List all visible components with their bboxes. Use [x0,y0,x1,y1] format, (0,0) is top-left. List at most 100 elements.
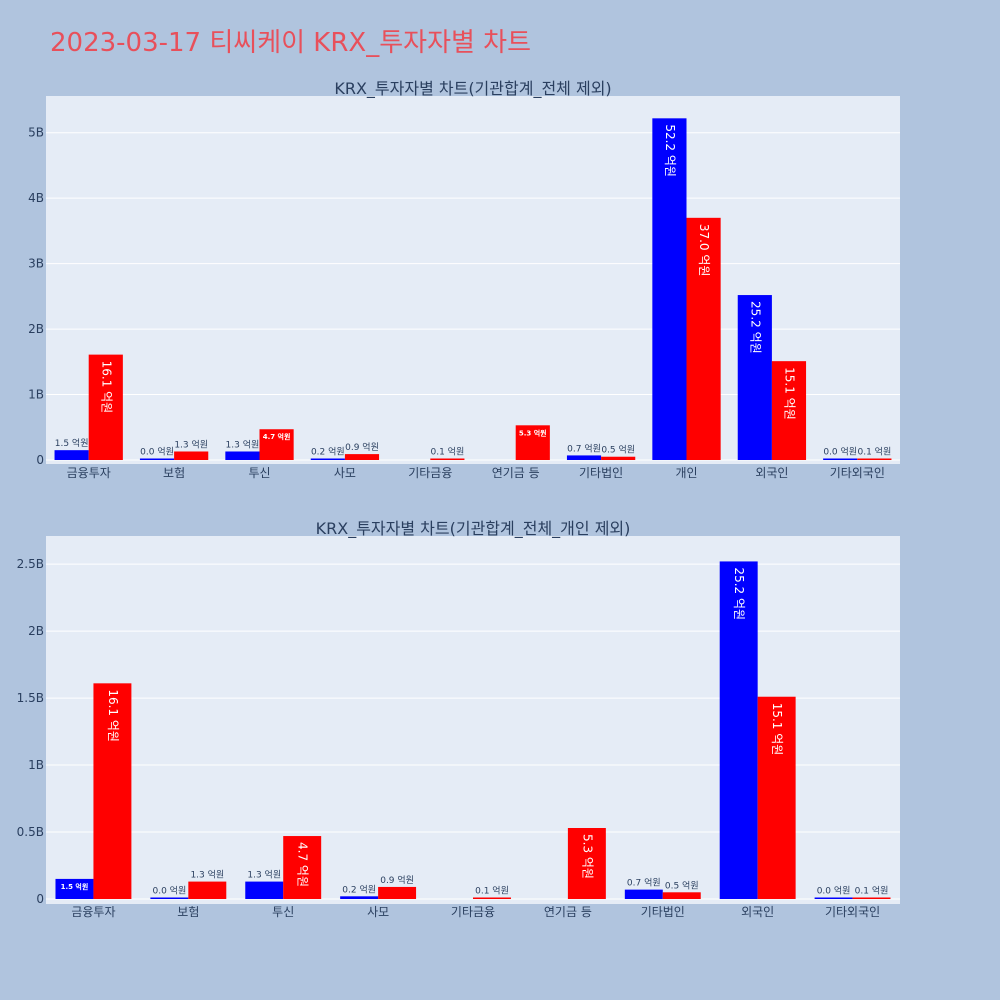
x-tick-label: 기타외국인 [830,466,885,480]
y-tick-label: 1.5B [17,691,44,705]
bar [757,696,796,899]
chart-2: 0 0.5B 1B 1.5B 2B 2.5B KRX_투자자별 차트(기관합계_전체_개인 … [17,519,900,919]
data-label: 0.5 억원 [601,444,635,456]
x-tick-label: 기타금융 [451,905,495,919]
bar [88,354,123,460]
bar [814,897,853,899]
x-tick-label: 사모 [367,905,389,919]
bar [686,217,721,460]
data-label: 0.9 억원 [380,874,414,886]
bar [310,458,345,460]
bar [245,881,284,899]
bar [823,458,858,460]
y-tick-label: 1B [28,758,44,772]
bar [852,897,891,899]
data-label: 0.7 억원 [627,877,661,889]
data-label: 0.5 억원 [665,879,699,891]
bar [93,683,132,899]
x-tick-label: 보험 [163,466,185,480]
bar [259,429,294,460]
chart-1: 0 1B 2B 3B 4B 5B KRX_투자자별 차트(기관합계_전체 제외) 1.5 억원… [28,79,900,480]
y-tick-label: 3B [28,257,44,271]
data-label: 0.1 억원 [858,446,892,458]
data-label: 0.0 억원 [817,885,851,897]
data-label: 0.1 억원 [855,885,889,897]
x-tick-label: 개인 [675,466,697,480]
data-label: 1.3 억원 [174,438,208,450]
bar [624,889,663,899]
bar [188,881,227,899]
bar [139,458,175,460]
bar [719,561,758,899]
bar [430,458,465,460]
data-label: 4.7 억원 [296,842,310,887]
x-tick-label: 기타법인 [579,466,623,480]
x-tick-label: 투신 [248,466,270,480]
data-label: 0.2 억원 [311,446,345,458]
x-tick-label: 연기금 등 [492,466,540,480]
x-tick-label: 외국인 [755,466,788,480]
x-tick-label: 연기금 등 [544,905,592,919]
data-label: 1.3 억원 [190,869,224,881]
page-title: 2023-03-17 티씨케이 KRX_투자자별 차트 [50,28,532,58]
data-label: 1.3 억원 [247,869,281,881]
bar [652,118,687,460]
data-label: 1.5 억원 [55,437,89,449]
data-label: 0.9 억원 [345,441,379,453]
bar [340,896,379,899]
x-tick-label: 기타법인 [641,905,685,919]
data-label: 16.1 억원 [106,689,120,742]
x-tick-label: 기타금융 [408,466,452,480]
data-label: 0.0 억원 [823,446,857,458]
data-label: 37.0 억원 [697,224,711,277]
chart-title: KRX_투자자별 차트(기관합계_전체_개인 제외) [316,519,631,539]
data-label: 0.0 억원 [140,446,174,458]
data-label: 15.1 억원 [782,367,796,420]
chart-title: KRX_투자자별 차트(기관합계_전체 제외) [334,79,611,99]
bar [150,897,189,899]
data-label: 15.1 억원 [770,703,784,756]
y-tick-label: 2B [28,322,44,336]
data-label: 0.7 억원 [567,442,601,454]
data-label: 1.5 억원 [61,882,89,891]
bar [662,892,701,899]
x-tick-label: 투신 [272,905,294,919]
bar [515,425,550,460]
x-tick-label: 금융투자 [71,905,115,919]
data-label: 0.1 억원 [431,446,465,458]
bar [737,295,772,460]
data-label: 0.1 억원 [475,885,509,897]
data-label: 4.7 억원 [263,432,291,441]
x-tick-label: 보험 [177,905,199,919]
y-tick-label: 2B [28,624,44,638]
data-label: 16.1 억원 [99,361,113,414]
bar [857,458,892,460]
x-tick-label: 기타외국인 [825,905,880,919]
data-label: 52.2 억원 [663,124,677,177]
bar [55,878,94,899]
y-tick-label: 2.5B [17,557,44,571]
x-tick-label: 외국인 [741,905,774,919]
bar [567,828,606,899]
data-label: 5.3 억원 [580,834,594,879]
y-tick-label: 4B [28,191,44,205]
y-tick-label: 5B [28,126,44,140]
y-tick-label: 1B [28,388,44,402]
bar [566,455,602,460]
data-label: 25.2 억원 [748,301,762,354]
x-tick-label: 사모 [334,466,356,480]
bar [378,886,417,899]
data-label: 5.3 억원 [519,428,547,437]
bar [54,450,89,460]
bar [283,836,322,899]
bar [344,454,380,460]
bar [225,451,260,460]
data-label: 25.2 억원 [732,567,746,620]
bar [473,897,511,899]
bar [174,451,209,460]
y-tick-label: 0.5B [17,825,44,839]
data-label: 0.0 억원 [152,885,186,897]
y-tick-label: 0 [36,453,44,467]
data-label: 1.3 억원 [226,438,260,450]
